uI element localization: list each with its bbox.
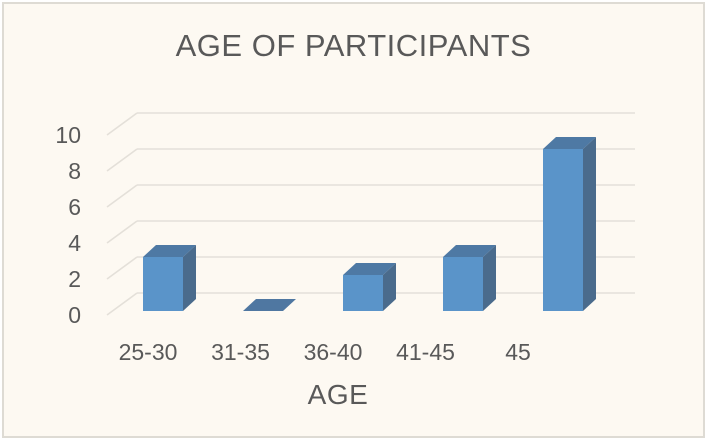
bar-top-face [143, 245, 196, 257]
plot-area: 0 2 4 6 8 10 25-30 31-35 36-40 41-45 45 [55, 112, 635, 365]
gridline-depth-tick [106, 112, 138, 136]
y-tick-label: 0 [68, 302, 81, 328]
bar-zero-face [243, 299, 296, 311]
gridline-depth-tick [106, 184, 138, 208]
x-category-label: 36-40 [304, 339, 363, 365]
y-tick-label: 10 [55, 122, 81, 148]
gridline-depth-tick [106, 292, 138, 316]
x-category-label: 45 [505, 339, 531, 365]
x-category-label: 25-30 [119, 339, 178, 365]
bar-front-face [343, 275, 383, 311]
bar-front-face [443, 257, 483, 311]
bar-front-face [543, 149, 583, 311]
x-category-label: 31-35 [211, 339, 270, 365]
x-category-label: 41-45 [396, 339, 455, 365]
gridline-depth-tick [106, 256, 138, 280]
chart-title: AGE OF PARTICIPANTS [175, 28, 532, 63]
bar-side-face [583, 137, 596, 311]
gridline-depth-tick [106, 148, 138, 172]
y-tick-label: 6 [68, 194, 81, 220]
bar-side-face [383, 263, 396, 311]
y-tick-label: 4 [68, 230, 81, 256]
bar-front-face [143, 257, 183, 311]
bar-top-face [343, 263, 396, 275]
y-tick-label: 2 [68, 266, 81, 292]
bar-side-face [183, 245, 196, 311]
y-tick-label: 8 [68, 158, 81, 184]
bar-top-face [443, 245, 496, 257]
bar-top-face [543, 137, 596, 149]
x-axis-title: AGE [307, 379, 369, 410]
gridline-depth-tick [106, 220, 138, 244]
bar-side-face [483, 245, 496, 311]
